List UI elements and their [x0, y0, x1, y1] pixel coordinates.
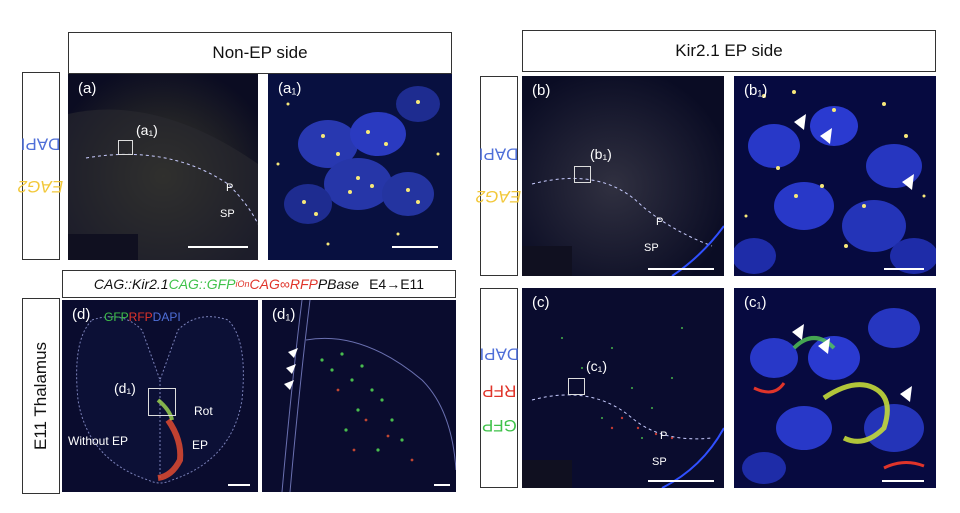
panel-c: (c) (c₁) P SP — [522, 288, 724, 488]
panel-d-image — [62, 300, 258, 492]
panel-a-inset-box — [118, 140, 133, 155]
row-label-thalamus: E11 Thalamus — [22, 298, 60, 494]
panel-d1-scale-bar — [434, 484, 450, 486]
stain-label: DAPI — [479, 144, 519, 164]
thalamus-label: E11 Thalamus — [31, 341, 51, 451]
gfp-label: GFP — [481, 415, 517, 435]
panel-a-region-p: P — [226, 182, 234, 194]
panel-d: (d) GFPRFPDAPI (d₁) Rot EP Without EP — [62, 300, 258, 492]
panel-a: (a) (a₁) P SP — [68, 74, 258, 260]
panel-a1-scale-bar — [392, 246, 438, 248]
genotype-gfp: CAG::GFP — [168, 276, 236, 292]
panel-d1-label: (d₁) — [272, 306, 296, 323]
genotype-gfp-sup: iOn — [235, 279, 250, 289]
panel-b: (b) (b₁) P SP — [522, 76, 724, 276]
header-non-ep-text: Non-EP side — [212, 43, 308, 62]
genotype-rfp: CAG∞RFP — [249, 276, 318, 292]
panel-c1-scale-bar — [882, 480, 924, 482]
panel-a-region-sp: SP — [220, 208, 235, 220]
panel-c1: (c₁) — [734, 288, 936, 488]
dapi-label: DAPI — [479, 344, 519, 364]
panel-d-channels: GFPRFPDAPI — [104, 310, 181, 324]
panel-b-scale-bar — [648, 268, 714, 270]
panel-b1-label: (b₁) — [744, 82, 768, 99]
panel-b-image — [522, 76, 724, 276]
genotype-box: CAG::Kir2.1 CAG::GFP iOn CAG∞RFP PBase E… — [62, 270, 456, 298]
genotype-kir: CAG::Kir2.1 — [93, 276, 169, 292]
stain-label: DAPI — [21, 134, 61, 154]
d-rfp-label: RFP — [128, 310, 153, 324]
panel-d-inset-box — [148, 388, 176, 416]
header-non-ep: Non-EP side — [68, 32, 452, 74]
d-gfp-label: GFP — [104, 310, 129, 324]
panel-c1-image — [734, 288, 936, 488]
panel-a-image — [68, 74, 258, 260]
panel-d-scale-bar — [228, 484, 250, 486]
panel-a-label: (a) — [78, 80, 97, 97]
panel-b1-image — [734, 76, 936, 276]
panel-a-scale-bar — [188, 246, 248, 248]
panel-c-scale-bar — [648, 480, 714, 482]
header-kir-ep: Kir2.1 EP side — [522, 30, 936, 72]
panel-b-region-p: P — [656, 216, 664, 228]
panel-b-inset-label: (b₁) — [590, 146, 612, 162]
panel-c-inset-box — [568, 378, 585, 395]
gene-label: EAG2 — [476, 186, 522, 206]
genotype-stage: E4→E11 — [369, 276, 425, 292]
panel-d1-image — [262, 300, 456, 492]
panel-c-image — [522, 288, 724, 488]
genotype-pbase: PBase — [317, 276, 360, 292]
panel-c-region-sp: SP — [652, 456, 667, 468]
panel-d-without-ep-label: Without EP — [68, 434, 129, 448]
panel-b-region-sp: SP — [644, 242, 659, 254]
panel-d-rot-label: Rot — [194, 404, 213, 418]
header-kir-ep-text: Kir2.1 EP side — [675, 41, 783, 60]
panel-a-inset-label: (a₁) — [136, 122, 158, 138]
d-dapi-label: DAPI — [152, 310, 181, 324]
panel-c-inset-label: (c₁) — [586, 358, 608, 374]
gene-label: EAG2 — [18, 176, 64, 196]
panel-a1-label: (a₁) — [278, 80, 302, 97]
panel-a1-image — [268, 74, 452, 260]
panel-d-inset-label: (d₁) — [114, 380, 136, 396]
panel-b-label: (b) — [532, 82, 551, 99]
panel-c1-label: (c₁) — [744, 294, 767, 311]
panel-a1: (a₁) — [268, 74, 452, 260]
row-label-eag2-left: EAG2 DAPI — [18, 72, 64, 260]
panel-b-inset-box — [574, 166, 591, 183]
panel-d1: (d₁) — [262, 300, 456, 492]
rfp-label: RFP — [482, 381, 517, 401]
panel-b1: (b₁) — [734, 76, 936, 276]
panel-b1-scale-bar — [884, 268, 924, 270]
panel-d-ep-label: EP — [192, 438, 209, 452]
panel-c-region-p: P — [660, 430, 668, 442]
row-label-gfp-right: GFP RFP DAPI — [479, 288, 519, 488]
row-label-eag2-right: EAG2 DAPI — [476, 76, 522, 276]
panel-c-label: (c) — [532, 294, 550, 311]
panel-d-label: (d) — [72, 306, 91, 323]
